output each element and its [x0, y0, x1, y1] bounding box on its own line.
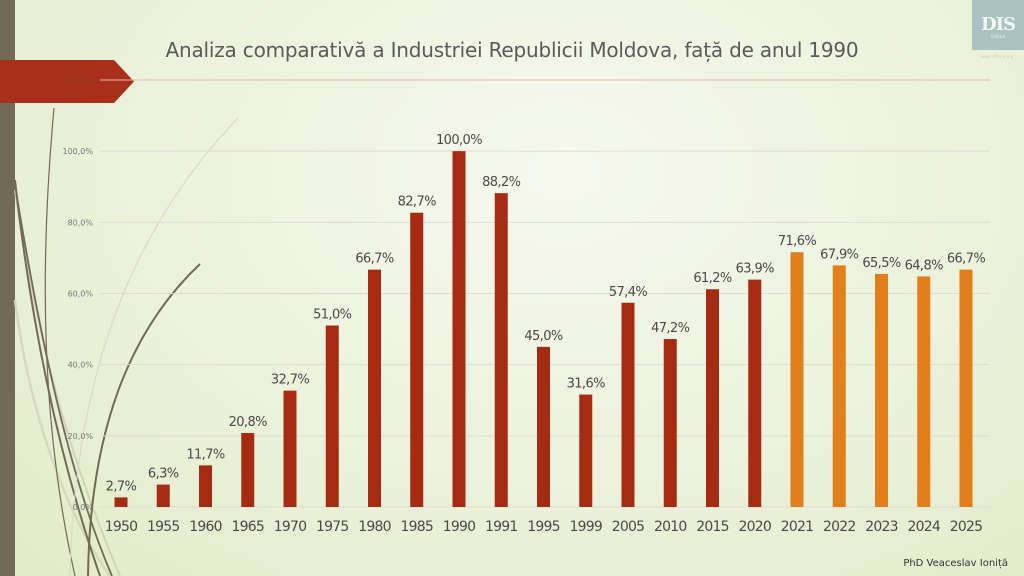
y-tick-label: 60,0%: [68, 290, 94, 299]
author-credit: PhD Veaceslav Ioniță: [903, 558, 1008, 569]
y-tick-label: 0,0%: [73, 503, 94, 512]
data-label: 51,0%: [313, 308, 352, 323]
data-labels: 2,7% 6,3% 11,7% 20,8% 32,7% 51,0% 66,7% 82,7% 10…: [106, 133, 986, 494]
x-tick-label: 1965: [232, 519, 264, 535]
bar: [537, 346, 550, 507]
x-tick-label: 1970: [274, 519, 306, 535]
data-label: 63,9%: [736, 262, 775, 277]
bar: [283, 390, 297, 507]
logo-subtitle: viitorul: [991, 34, 1005, 39]
bar: [832, 265, 846, 507]
bar: [410, 212, 424, 507]
data-label: 47,2%: [651, 321, 690, 336]
x-tick-label: 1995: [527, 519, 559, 535]
bar: [114, 497, 128, 507]
x-tick-label: 1950: [105, 519, 137, 535]
x-tick-label: 2010: [654, 519, 686, 535]
bar: [452, 151, 466, 507]
logo-url: www.viitorul.org: [980, 54, 1014, 59]
x-tick-label: 1975: [316, 519, 348, 535]
curve-decoration: [14, 179, 101, 576]
data-label: 64,8%: [905, 258, 944, 273]
bar: [325, 325, 339, 507]
data-label: 31,6%: [567, 377, 606, 392]
x-tick-label: 2015: [696, 519, 728, 535]
data-label: 88,2%: [482, 175, 521, 190]
bar: [790, 252, 804, 507]
y-tick-label: 80,0%: [68, 218, 94, 227]
x-tick-label: 2024: [908, 519, 941, 535]
y-tick-label: 120,0%: [62, 76, 93, 85]
bar: [917, 276, 931, 507]
bar: [199, 465, 212, 507]
data-label: 32,7%: [271, 373, 310, 388]
x-tick-label: 2025: [950, 519, 982, 535]
bar: [663, 339, 677, 507]
bars: [114, 151, 973, 507]
x-tick-label: 2021: [781, 519, 813, 535]
data-label: 66,7%: [947, 252, 986, 267]
x-tick-label: 1990: [443, 519, 475, 535]
x-tick-label: 2020: [739, 519, 771, 535]
data-label: 2,7%: [106, 479, 137, 494]
dis-logo: DIS viitorul: [972, 0, 1024, 50]
data-label: 6,3%: [148, 467, 179, 482]
data-label: 45,0%: [524, 329, 563, 344]
bar: [748, 279, 762, 507]
left-decorative-bar: [0, 0, 15, 576]
data-label: 71,6%: [778, 234, 817, 249]
title-banner-arrow: [0, 60, 134, 103]
curve-decoration: [13, 299, 112, 576]
x-axis-ticks: 1950 1955 1960 1965 1970 1975 1980 1985 1990 1991…: [105, 519, 983, 535]
curve-decoration: [14, 189, 121, 576]
curve-decoration: [44, 107, 76, 576]
y-axis-ticks: 0,0% 20,0% 40,0% 60,0% 80,0% 100,0% 120,0%: [62, 76, 93, 512]
data-label: 20,8%: [229, 415, 268, 430]
data-label: 100,0%: [436, 133, 482, 148]
data-label: 66,7%: [355, 252, 394, 267]
curve-decoration: [69, 117, 239, 576]
x-tick-label: 1955: [147, 519, 179, 535]
x-tick-label: 1999: [570, 519, 602, 535]
x-tick-label: 2005: [612, 519, 644, 535]
bar: [241, 432, 255, 507]
x-tick-label: 1960: [189, 519, 221, 535]
bar: [494, 193, 508, 507]
bar: [875, 273, 888, 507]
x-tick-label: 1985: [401, 519, 433, 535]
data-label: 57,4%: [609, 285, 648, 300]
data-label: 65,5%: [862, 256, 901, 271]
y-tick-label: 100,0%: [62, 147, 93, 156]
x-tick-label: 2023: [865, 519, 897, 535]
bar: [156, 484, 170, 507]
x-tick-label: 2022: [823, 519, 855, 535]
chart-title: Analiza comparativă a Industriei Republi…: [165, 38, 859, 62]
y-tick-label: 20,0%: [68, 432, 94, 441]
bar: [368, 269, 381, 507]
bar: [959, 269, 973, 507]
data-label: 11,7%: [186, 447, 225, 462]
curve-decoration: [87, 263, 201, 576]
data-label: 82,7%: [398, 195, 437, 210]
logo-text: DIS: [980, 14, 1016, 35]
bar: [579, 394, 593, 507]
x-tick-label: 1980: [358, 519, 390, 535]
data-label: 61,2%: [693, 271, 732, 286]
bar: [621, 302, 635, 507]
data-label: 67,9%: [820, 247, 859, 262]
y-tick-label: 40,0%: [68, 361, 94, 370]
x-tick-label: 1991: [485, 519, 517, 535]
bar: [706, 289, 719, 507]
curve-decoration: [14, 184, 113, 576]
